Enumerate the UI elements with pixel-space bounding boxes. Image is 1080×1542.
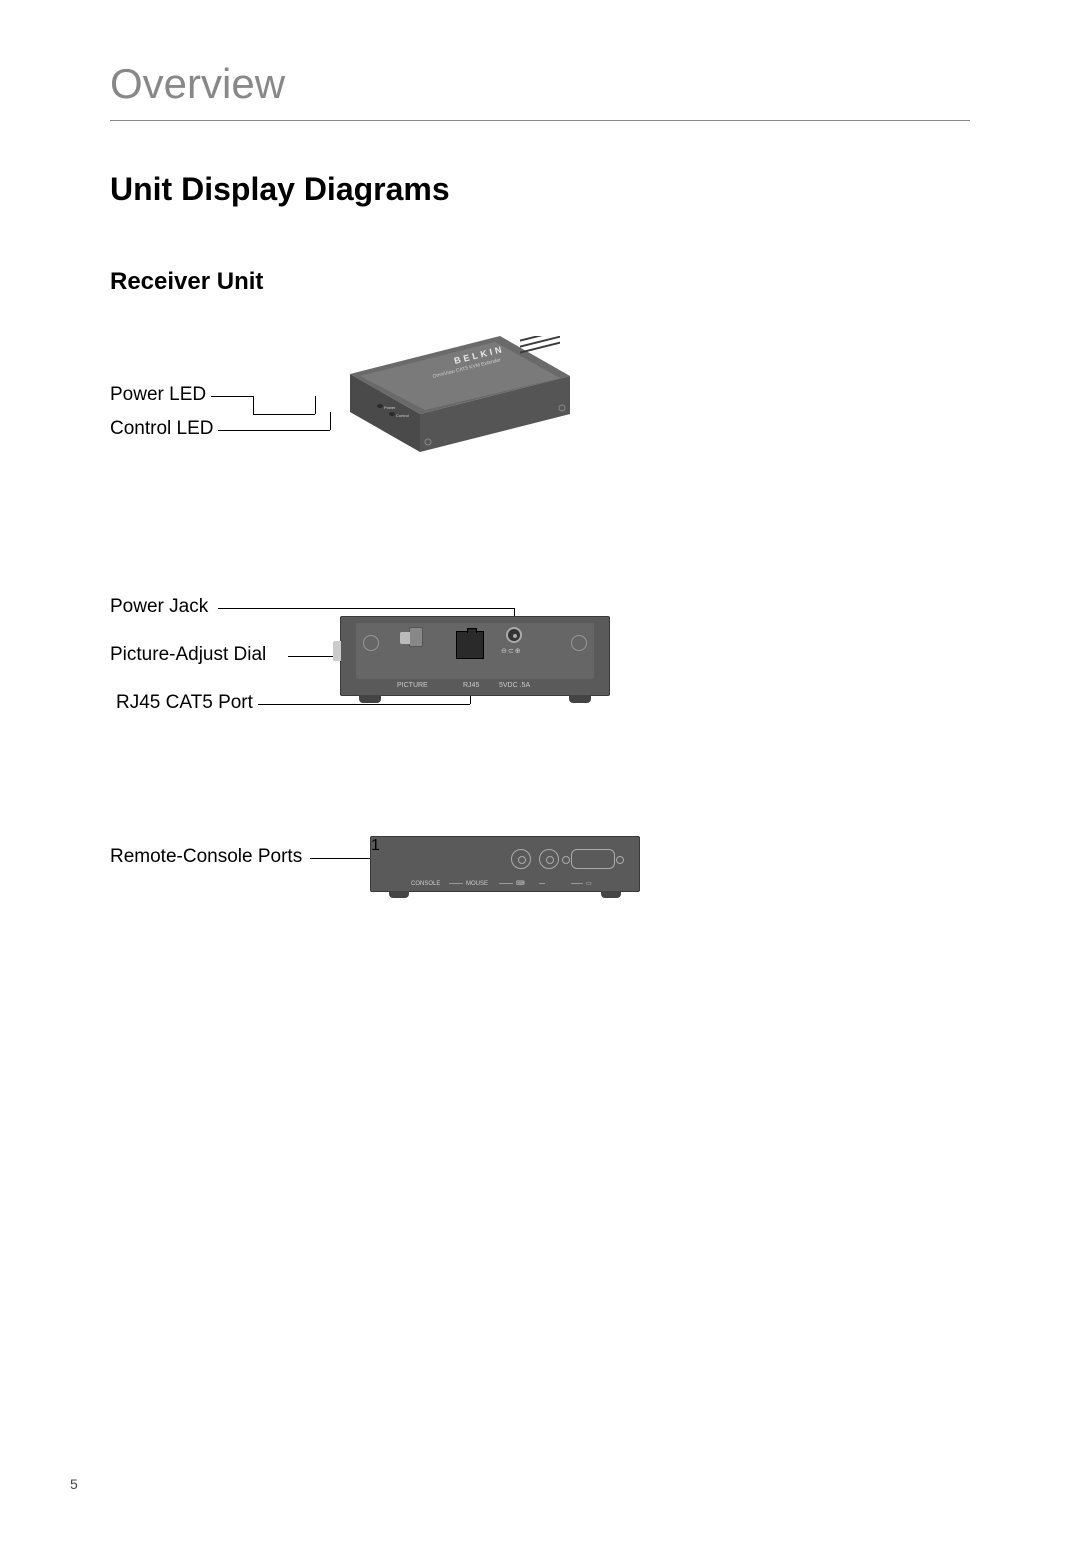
sub-title: Receiver Unit — [110, 268, 970, 296]
diagram-receiver-rear: Power Jack Picture-Adjust Dial RJ45 CAT5… — [110, 596, 970, 756]
power-symbol: ⊖⊂⊕ — [501, 647, 522, 655]
foot — [569, 695, 591, 703]
page-title: Overview — [110, 60, 970, 121]
vga-port — [571, 849, 615, 869]
port-label-kbd: ⌨ — [516, 880, 525, 887]
ps2-port — [539, 849, 559, 869]
page-number: 5 — [70, 1476, 78, 1492]
rj45-port — [456, 631, 484, 659]
port-label-mouse: MOUSE — [466, 881, 488, 887]
leader-line — [218, 608, 514, 609]
leader-line — [253, 414, 315, 415]
diagram-receiver-top: Power LED Control LED — [110, 336, 970, 516]
device-isometric: BELKIN OmniView CAT5 KVM Extender Power … — [310, 336, 590, 476]
dash — [539, 883, 545, 884]
dash — [449, 883, 463, 884]
leader-line — [253, 396, 254, 414]
leader-line — [288, 656, 336, 657]
leader-line — [258, 704, 470, 705]
port-label-vga: ▭ — [586, 880, 592, 887]
foot — [389, 891, 409, 898]
section-title: Unit Display Diagrams — [110, 171, 970, 208]
label-power-jack: Power Jack — [110, 596, 208, 618]
label-picture-adjust: Picture-Adjust Dial — [110, 644, 266, 666]
dash — [499, 883, 513, 884]
label-rj45-port: RJ45 CAT5 Port — [116, 692, 253, 714]
page-root: Overview Unit Display Diagrams Receiver … — [0, 0, 1080, 1542]
label-control-led: Control LED — [110, 418, 214, 440]
svg-text:Control: Control — [396, 413, 409, 418]
dash — [571, 883, 583, 884]
front-panel: 1 CONSOLE MOUSE ⌨ ▭ — [370, 836, 640, 892]
port-label-console: CONSOLE — [411, 881, 440, 887]
screw-icon — [571, 635, 587, 651]
diagram-receiver-front: Remote-Console Ports 1 CONSOLE MOUSE ⌨ ▭ — [110, 836, 970, 936]
ps2-port — [511, 849, 531, 869]
side-notch — [333, 641, 341, 661]
svg-text:Power: Power — [384, 405, 396, 410]
rear-panel: ⊖⊂⊕ PICTURE RJ45 5VDC .5A — [340, 616, 610, 696]
port-label-power: 5VDC .5A — [499, 682, 530, 689]
picture-dial — [409, 627, 423, 647]
device-svg: BELKIN OmniView CAT5 KVM Extender Power … — [310, 336, 590, 476]
leader-line — [211, 396, 253, 397]
power-jack-port — [506, 627, 522, 643]
screw-icon — [363, 635, 379, 651]
port-label-rj45: RJ45 — [463, 682, 479, 689]
foot — [601, 891, 621, 898]
label-power-led: Power LED — [110, 384, 206, 406]
port-label-picture: PICTURE — [397, 682, 428, 689]
foot — [359, 695, 381, 703]
label-remote-console: Remote-Console Ports — [110, 846, 302, 868]
